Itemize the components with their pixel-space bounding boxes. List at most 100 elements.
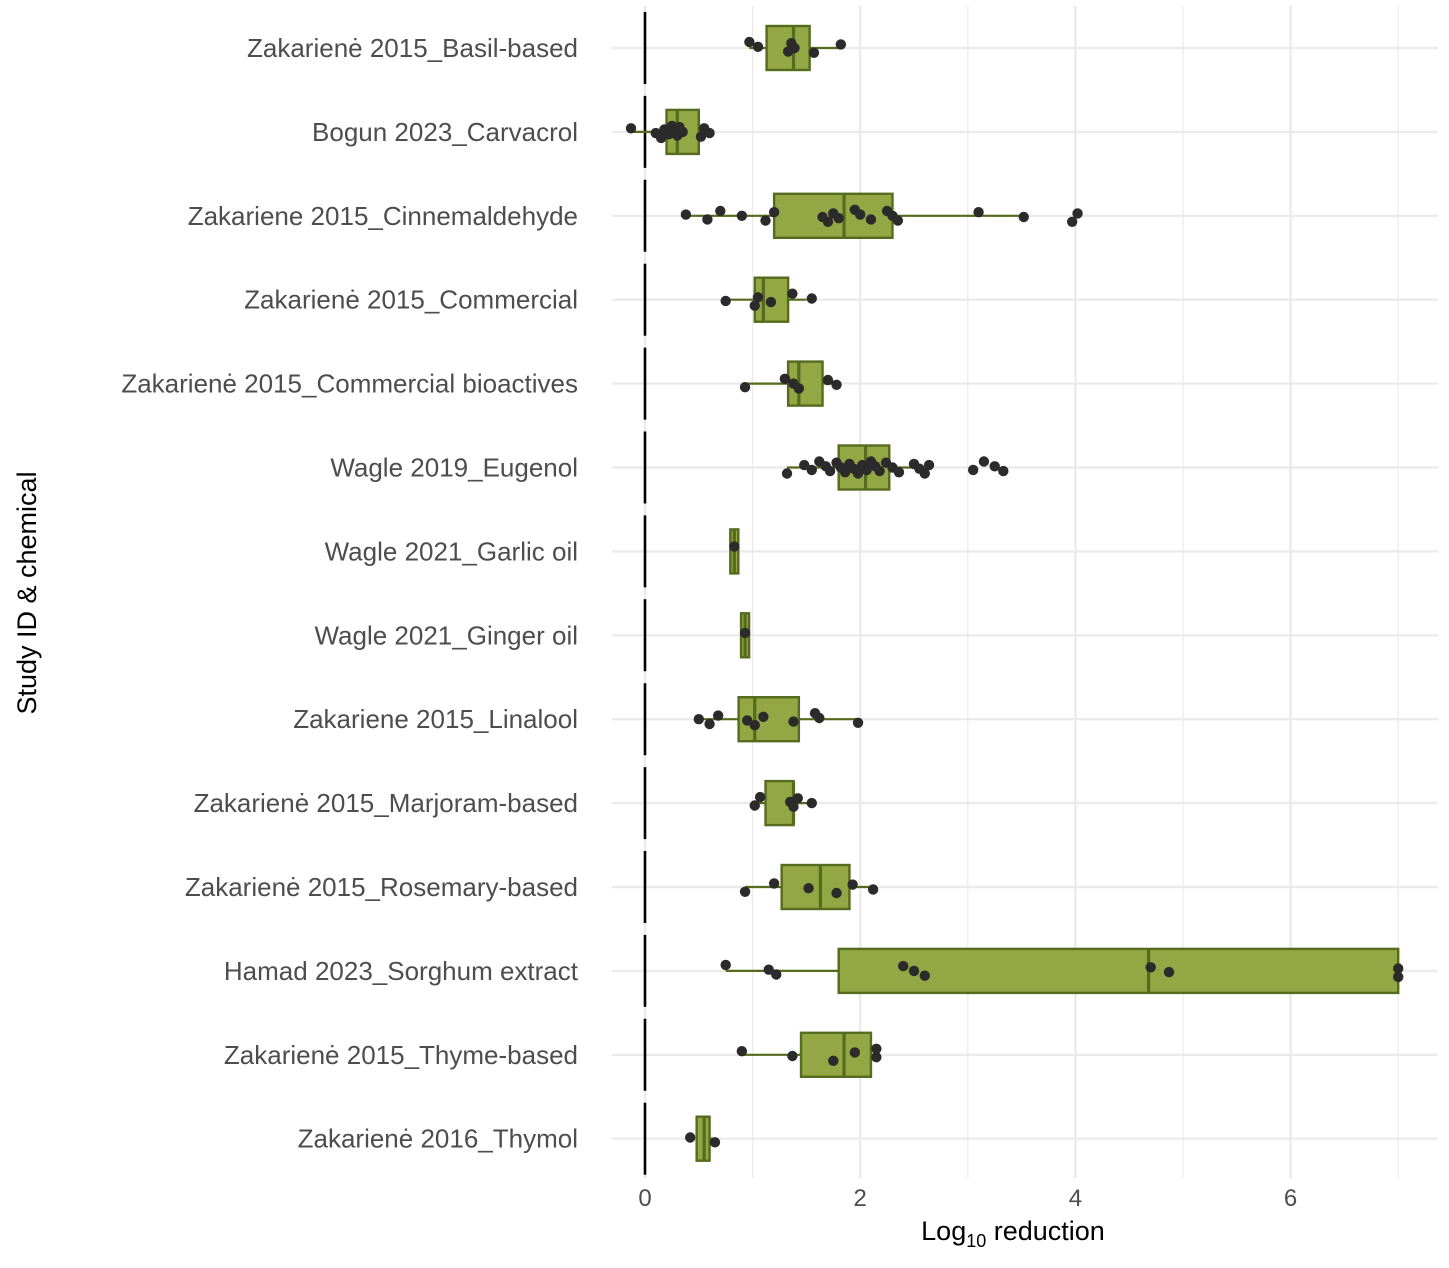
box-group	[752, 779, 812, 827]
data-point	[739, 886, 751, 897]
data-point	[803, 883, 814, 894]
data-point	[865, 214, 877, 225]
category-label: Zakarienė 2015_Commercial	[244, 285, 578, 315]
data-point	[861, 464, 872, 476]
data-point	[1145, 962, 1156, 973]
x-tick-label: 6	[1284, 1185, 1297, 1212]
category-labels: Zakarienė 2015_Basil-based Bogun 2023_Car…	[121, 33, 578, 1154]
box-iqr	[799, 1031, 873, 1079]
box-iqr	[837, 947, 1400, 995]
x-axis-title-base: Log	[921, 1216, 966, 1246]
data-point	[768, 878, 780, 889]
data-point	[806, 293, 817, 304]
data-point	[814, 712, 825, 724]
data-point	[989, 461, 1000, 472]
data-point	[1393, 963, 1404, 974]
data-point	[752, 41, 764, 52]
data-point	[978, 456, 990, 467]
data-point	[1072, 208, 1083, 219]
data-point	[729, 541, 740, 552]
category-label: Zakarienė 2015_Commercial bioactives	[121, 369, 578, 399]
data-point	[695, 131, 707, 142]
box-iqr	[780, 863, 851, 911]
category-label: Wagle 2021_Ginger oil	[314, 620, 578, 650]
data-point	[763, 964, 774, 975]
data-point	[680, 209, 692, 220]
box-iqr	[737, 696, 801, 743]
data-point	[973, 207, 984, 218]
data-point	[744, 36, 755, 48]
data-point	[787, 288, 798, 299]
data-point	[704, 718, 715, 730]
box-group	[685, 192, 1024, 240]
data-point	[849, 1047, 861, 1058]
box-group	[745, 863, 874, 911]
data-point	[736, 1046, 748, 1057]
data-point	[806, 797, 817, 809]
category-label: Zakarienė 2015_Basil-based	[247, 33, 578, 63]
data-point	[739, 382, 751, 393]
data-point	[720, 959, 731, 971]
category-label: Zakarienė 2015_Marjoram-based	[194, 788, 578, 818]
data-point	[749, 800, 760, 811]
x-axis-title-rest: reduction	[986, 1216, 1105, 1246]
category-label: Zakarienė 2015_Thyme-based	[224, 1040, 578, 1070]
y-axis-title: Study ID & chemical	[12, 471, 42, 714]
data-point	[715, 205, 726, 217]
data-point	[760, 215, 771, 226]
data-point	[677, 126, 688, 138]
data-point	[781, 468, 793, 479]
category-label: Zakariene 2015_Linalool	[293, 704, 578, 734]
data-point	[839, 467, 851, 478]
category-label: Bogun 2023_Carvacrol	[312, 117, 578, 147]
data-point	[893, 467, 905, 478]
data-point	[831, 379, 842, 390]
category-label: Zakariene 2015_Cinnemaldehyde	[188, 201, 578, 231]
data-point	[867, 884, 879, 895]
data-point	[1018, 211, 1029, 223]
data-point	[806, 464, 817, 476]
data-point	[1393, 971, 1404, 983]
data-point	[1163, 966, 1175, 978]
x-tick-label: 4	[1069, 1185, 1082, 1212]
data-point	[758, 711, 769, 722]
box-group	[725, 947, 1400, 995]
data-point	[822, 216, 834, 227]
category-label: Zakarienė 2016_Thymol	[298, 1124, 578, 1154]
data-point	[768, 207, 780, 218]
data-point	[752, 292, 764, 303]
data-point	[789, 42, 800, 54]
category-label: Zakarienė 2015_Rosemary-based	[185, 872, 578, 902]
box-group	[722, 276, 807, 323]
data-point	[787, 1050, 798, 1062]
data-point	[709, 1137, 721, 1148]
data-point	[919, 970, 930, 981]
data-point	[847, 879, 858, 890]
data-point	[835, 39, 847, 50]
data-point	[852, 468, 864, 479]
data-point	[919, 468, 930, 479]
data-point	[831, 887, 842, 899]
data-point	[822, 374, 834, 386]
data-point	[871, 1052, 882, 1063]
data-point	[828, 1055, 839, 1067]
data-point	[833, 213, 844, 224]
data-point	[771, 969, 782, 980]
data-point	[792, 793, 803, 804]
category-label: Wagle 2019_Eugenol	[330, 453, 578, 483]
data-point	[765, 296, 777, 308]
category-label: Wagle 2021_Garlic oil	[325, 536, 578, 566]
data-point	[736, 210, 748, 221]
points-group	[625, 36, 1404, 1148]
data-point	[824, 465, 836, 477]
x-tick-labels: 0 2 4 6	[638, 1185, 1297, 1212]
data-point	[704, 127, 715, 139]
data-point	[852, 717, 864, 728]
data-point	[749, 300, 760, 311]
x-axis-title-sub: 10	[966, 1231, 986, 1251]
data-point	[625, 123, 637, 134]
data-point	[855, 209, 866, 220]
data-point	[712, 710, 724, 721]
data-point	[742, 715, 753, 726]
data-point	[908, 965, 920, 977]
